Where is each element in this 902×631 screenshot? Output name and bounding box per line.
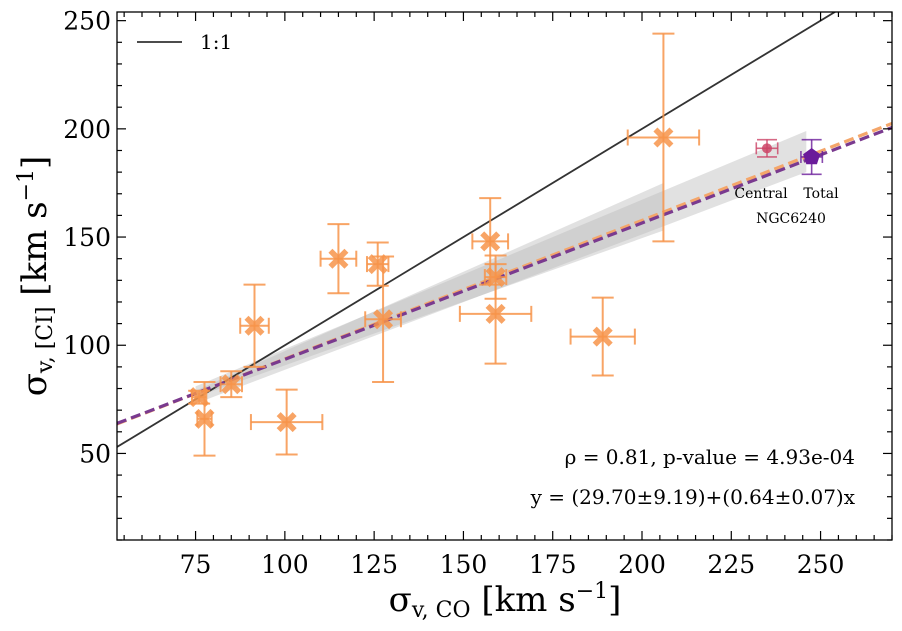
x-tick-label: 75 bbox=[180, 550, 212, 579]
legend: 1:1 bbox=[137, 30, 232, 54]
data-point-11 bbox=[458, 263, 533, 365]
x-marker bbox=[244, 315, 265, 336]
x-tick-label: 175 bbox=[529, 550, 577, 579]
y-tick-label: 150 bbox=[63, 223, 111, 252]
pentagon-marker bbox=[803, 147, 821, 165]
x-tick-label: 125 bbox=[350, 550, 398, 579]
data-point-5 bbox=[249, 388, 324, 456]
y-tick-label: 100 bbox=[63, 331, 111, 360]
data-point-8 bbox=[364, 255, 402, 384]
x-marker bbox=[221, 374, 242, 395]
y-axis-label: σv, [CI] [km s−1] bbox=[14, 156, 58, 397]
circle-marker bbox=[762, 143, 772, 154]
y-tick-label: 250 bbox=[63, 7, 111, 36]
x-tick-label: 200 bbox=[618, 550, 666, 579]
axis-ticks: 75 100 125 150 175 200 225 250 50 100 150 200 250 bbox=[63, 7, 893, 579]
confidence-band-inner bbox=[195, 182, 664, 398]
x-marker bbox=[480, 231, 501, 252]
x-marker bbox=[328, 248, 349, 269]
fit-purple-line bbox=[117, 126, 892, 425]
data-point-3 bbox=[219, 370, 243, 399]
x-marker bbox=[485, 303, 506, 324]
x-tick-label: 225 bbox=[707, 550, 755, 579]
x-marker bbox=[592, 326, 613, 347]
one-to-one-line bbox=[117, 12, 837, 448]
y-tick-label: 200 bbox=[63, 115, 111, 144]
x-marker bbox=[194, 408, 215, 429]
data-point-13 bbox=[626, 32, 701, 243]
data-point-12 bbox=[569, 296, 636, 377]
ngc6240-total-point bbox=[800, 138, 824, 176]
ngc6240-total-label: Total bbox=[803, 186, 839, 202]
x-axis-label: σv, CO [km s−1] bbox=[389, 579, 622, 623]
rho-annotation: ρ = 0.81, p-value = 4.93e-04 bbox=[565, 445, 855, 469]
legend-label-1to1: 1:1 bbox=[200, 30, 232, 54]
x-tick-label: 150 bbox=[440, 550, 488, 579]
x-marker bbox=[653, 127, 674, 148]
plot-frame bbox=[116, 11, 893, 541]
x-tick-label: 100 bbox=[261, 550, 309, 579]
plot-area bbox=[117, 12, 892, 457]
ngc6240-central-label: Central bbox=[734, 186, 788, 202]
x-marker bbox=[276, 412, 297, 433]
data-point-7 bbox=[366, 241, 390, 287]
fit-equation-annotation: y = (29.70±9.19)+(0.64±0.07)x bbox=[530, 485, 856, 509]
data-point-4 bbox=[239, 283, 270, 368]
x-marker bbox=[373, 309, 394, 330]
data-point-2 bbox=[193, 381, 216, 457]
data-point-1 bbox=[188, 387, 211, 408]
ngc6240-label: NGC6240 bbox=[756, 211, 826, 227]
y-tick-label: 50 bbox=[79, 439, 111, 468]
data-point-9 bbox=[471, 197, 510, 286]
ngc6240-central-point bbox=[755, 138, 779, 158]
x-tick-label: 250 bbox=[797, 550, 845, 579]
data-point-6 bbox=[319, 223, 358, 295]
